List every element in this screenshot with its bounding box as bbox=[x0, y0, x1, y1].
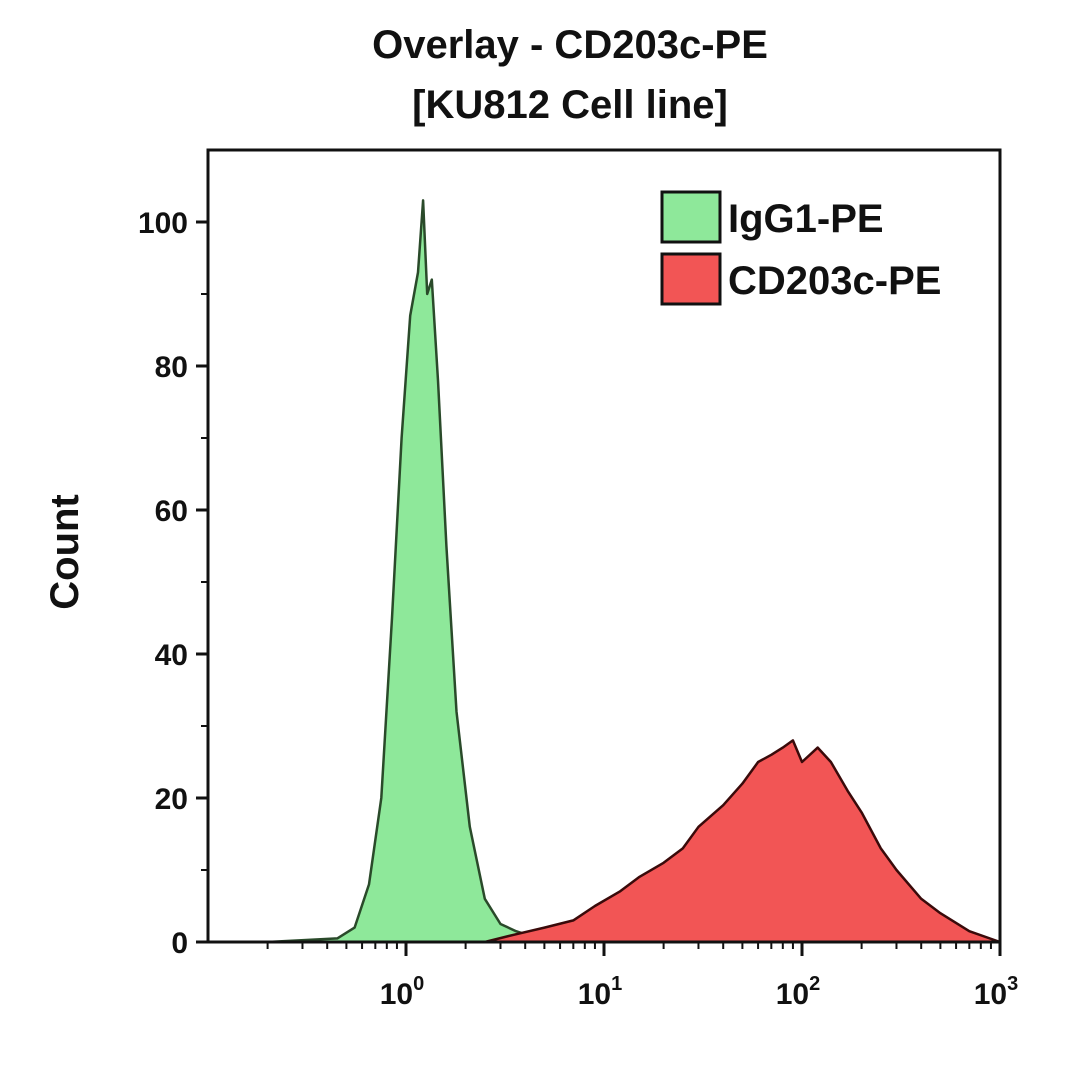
legend-swatch bbox=[660, 190, 722, 244]
x-tick-label: 103 bbox=[974, 973, 1019, 1011]
series-area-igg1-pe bbox=[266, 199, 562, 944]
legend: IgG1-PE CD203c-PE bbox=[660, 190, 941, 306]
series-area-cd203c-pe bbox=[483, 739, 1002, 944]
plot-area bbox=[266, 199, 1002, 944]
legend-swatch bbox=[660, 252, 722, 306]
y-tick-label: 20 bbox=[155, 783, 188, 816]
x-tick-label: 100 bbox=[380, 973, 425, 1011]
y-tick-label: 100 bbox=[138, 207, 188, 240]
legend-label: IgG1-PE bbox=[728, 197, 884, 241]
y-axis-label: Count bbox=[43, 494, 87, 610]
chart-title: Overlay - CD203c-PE bbox=[372, 23, 768, 67]
y-tick-label: 60 bbox=[155, 495, 188, 528]
legend-label: CD203c-PE bbox=[728, 259, 941, 303]
y-axis: 0 20 40 60 80 100 bbox=[138, 207, 208, 960]
chart-subtitle: [KU812 Cell line] bbox=[412, 83, 728, 127]
x-axis: 100 101 102 103 bbox=[266, 942, 1019, 1011]
x-tick-label: 101 bbox=[578, 973, 623, 1011]
y-tick-label: 0 bbox=[171, 927, 188, 960]
y-tick-label: 80 bbox=[155, 351, 188, 384]
x-tick-label: 102 bbox=[776, 973, 821, 1011]
y-tick-label: 40 bbox=[155, 639, 188, 672]
